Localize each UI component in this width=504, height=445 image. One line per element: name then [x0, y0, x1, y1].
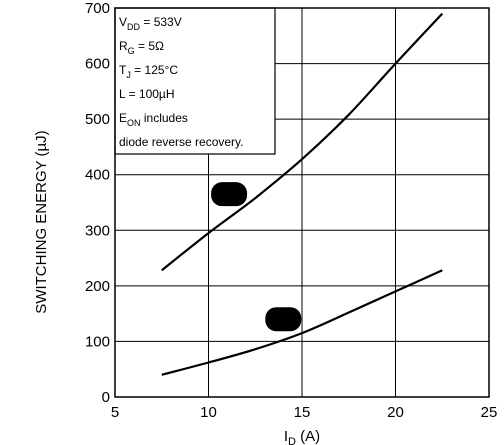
grid-lines	[115, 8, 489, 397]
legend-line-vdd: VDD = 533V	[119, 15, 182, 32]
series-markers	[211, 182, 302, 332]
legend-line-eon: EON includes	[119, 111, 188, 128]
x-tick-label: 20	[387, 404, 404, 421]
y-tick-label: 0	[102, 389, 110, 406]
x-tick-label: 5	[111, 404, 119, 421]
legend-frame	[114, 7, 276, 155]
series-0-marker	[211, 182, 248, 207]
x-tick-label: 15	[294, 404, 311, 421]
y-tick-label: 700	[85, 0, 110, 17]
y-tick-label: 400	[85, 167, 110, 184]
series-0-line	[161, 12, 444, 272]
x-tick-labels: 5 10 15 20 25	[111, 404, 498, 421]
x-tick-label: 25	[481, 404, 498, 421]
x-axis-title: ID (A)	[284, 428, 320, 445]
legend-line-diode: diode reverse recovery.	[119, 135, 244, 149]
legend-box: VDD = 533V RG = 5Ω TJ = 125°C L = 100µH …	[114, 7, 276, 155]
y-tick-label: 100	[85, 333, 110, 350]
y-tick-label: 300	[85, 222, 110, 239]
y-tick-label: 500	[85, 111, 110, 128]
series-1-line	[161, 269, 443, 376]
plot-frame	[114, 7, 490, 398]
x-tick-label: 10	[200, 404, 217, 421]
series-curves	[161, 12, 444, 376]
y-axis-title: SWITCHING ENERGY (µJ)	[33, 130, 50, 313]
legend-line-l: L = 100µH	[119, 87, 175, 101]
y-tick-labels: 0 100 200 300 400 500 600 700	[85, 0, 110, 406]
y-tick-label: 600	[85, 56, 110, 73]
legend-line-tj: TJ = 125°C	[119, 63, 178, 80]
legend-line-rg: RG = 5Ω	[119, 39, 164, 56]
y-tick-label: 200	[85, 278, 110, 295]
series-1-marker	[265, 307, 302, 332]
